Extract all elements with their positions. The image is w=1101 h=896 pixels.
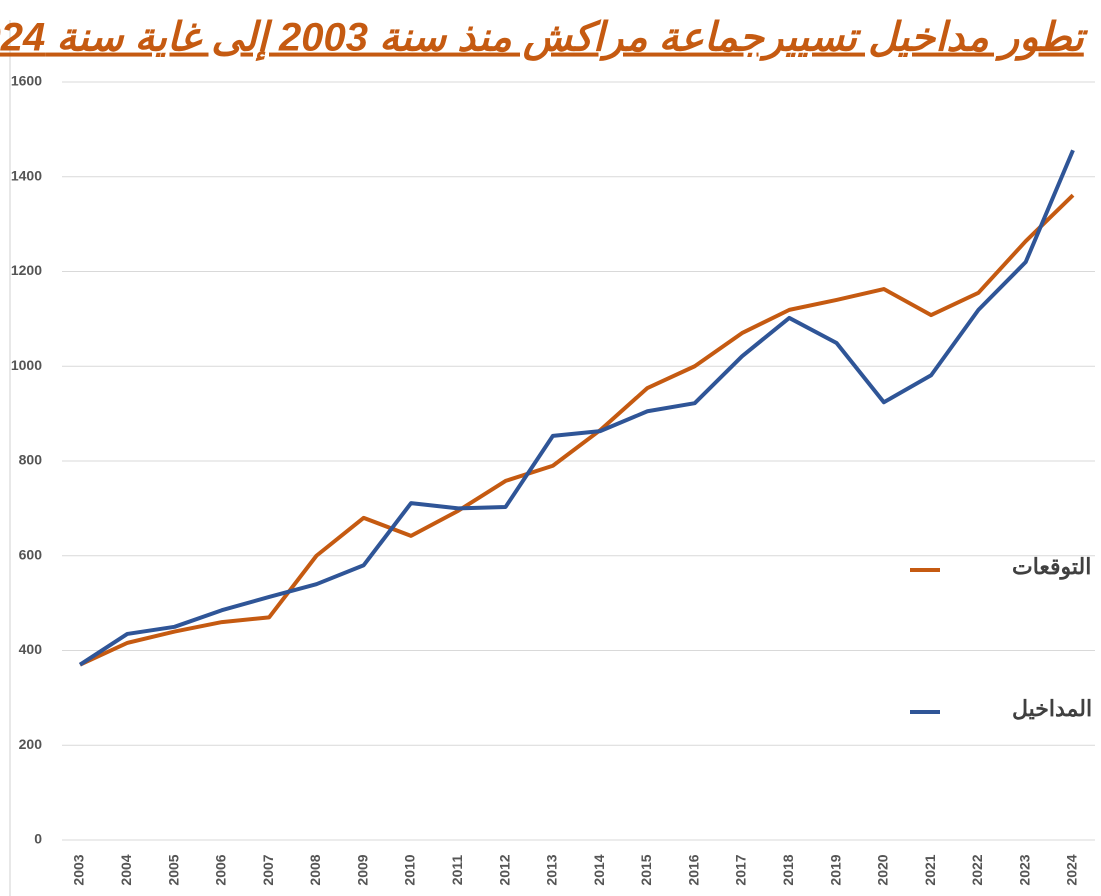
x-tick-label: 2006 bbox=[213, 854, 229, 885]
x-tick-label: 2011 bbox=[449, 855, 465, 886]
x-tick-label: 2013 bbox=[544, 854, 560, 885]
chart-title: تطور مداخيل تسييرجماعة مراكش منذ سنة 200… bbox=[0, 16, 1089, 62]
x-tick-label: 2018 bbox=[780, 854, 796, 885]
x-tick-label: 2004 bbox=[118, 854, 134, 885]
legend-label: المداخيل bbox=[1012, 696, 1092, 721]
x-tick-label: 2017 bbox=[733, 854, 749, 885]
x-tick-label: 2003 bbox=[71, 854, 87, 885]
y-tick-label: 1000 bbox=[11, 357, 42, 373]
x-tick-label: 2008 bbox=[307, 854, 323, 885]
x-tick-label: 2009 bbox=[354, 854, 370, 885]
x-tick-label: 2007 bbox=[260, 854, 276, 885]
y-tick-label: 0 bbox=[34, 831, 42, 847]
x-tick-label: 2023 bbox=[1016, 854, 1032, 885]
x-tick-label: 2016 bbox=[685, 854, 701, 885]
y-tick-label: 1600 bbox=[11, 73, 42, 89]
y-tick-label: 600 bbox=[19, 546, 43, 562]
y-tick-label: 200 bbox=[19, 736, 43, 752]
data-line bbox=[78, 149, 1075, 667]
x-tick-label: 2020 bbox=[875, 854, 891, 885]
x-tick-label: 2014 bbox=[591, 854, 607, 885]
y-tick-label: 1200 bbox=[11, 262, 42, 278]
y-tick-label: 400 bbox=[19, 641, 43, 657]
legend-label: التوقعات bbox=[1012, 554, 1091, 580]
x-tick-label: 2005 bbox=[165, 854, 181, 885]
x-tick-label: 2021 bbox=[922, 854, 938, 885]
x-tick-label: 2019 bbox=[827, 854, 843, 885]
x-tick-label: 2015 bbox=[638, 854, 654, 885]
x-tick-label: 2012 bbox=[496, 854, 512, 885]
x-tick-label: 2022 bbox=[969, 854, 985, 885]
y-tick-label: 800 bbox=[19, 452, 43, 468]
x-tick-label: 2010 bbox=[402, 854, 418, 885]
y-tick-label: 1400 bbox=[11, 167, 42, 183]
x-tick-label: 2024 bbox=[1064, 854, 1080, 885]
data-line bbox=[79, 193, 1075, 667]
